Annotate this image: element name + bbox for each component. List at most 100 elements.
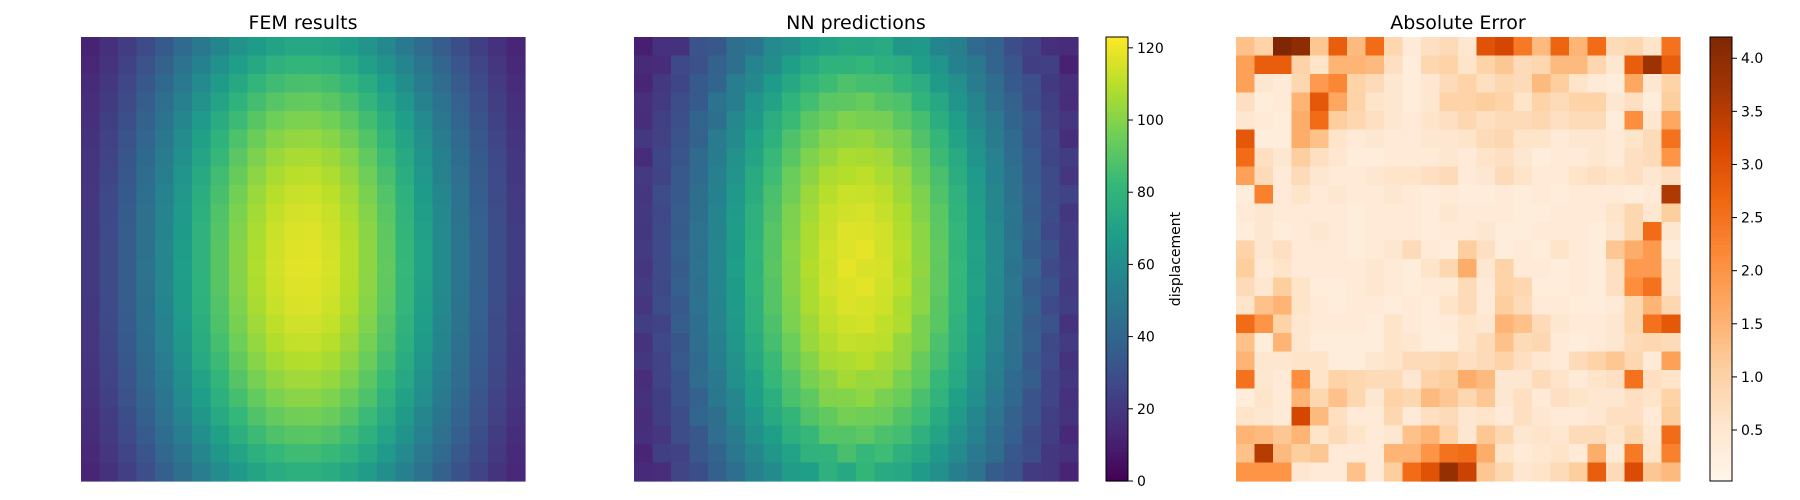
fem-cell (377, 37, 397, 57)
fem-cell (321, 222, 341, 242)
error-cell (1328, 277, 1348, 297)
error-cell (1328, 111, 1348, 131)
nn-cell (708, 185, 728, 205)
error-cell (1439, 240, 1459, 260)
nn-cell (893, 166, 913, 186)
fem-cell (340, 37, 360, 57)
fem-cell (469, 148, 489, 168)
fem-cell (303, 351, 323, 371)
error-cell (1384, 296, 1404, 316)
nn-cell (948, 314, 968, 334)
error-cell (1587, 370, 1607, 390)
error-cell (1347, 296, 1367, 316)
error-cell (1421, 314, 1441, 334)
nn-cell (652, 92, 672, 112)
fem-cell (99, 166, 119, 186)
error-cell (1421, 240, 1441, 260)
nn-cell (967, 148, 987, 168)
fem-cell (99, 333, 119, 353)
fem-cell (469, 92, 489, 112)
fem-cell (340, 444, 360, 464)
fem-cell (395, 37, 415, 57)
error-cell (1532, 333, 1552, 353)
error-cell (1587, 333, 1607, 353)
displacement-colorbar-gradient-band (1106, 236, 1128, 242)
fem-cell (229, 296, 249, 316)
fem-cell (284, 74, 304, 94)
nn-cell (671, 166, 691, 186)
error-cell (1661, 148, 1681, 168)
nn-cell (985, 148, 1005, 168)
error-cell (1328, 92, 1348, 112)
error-cell (1310, 296, 1330, 316)
error-cell (1587, 277, 1607, 297)
error-cell (1661, 407, 1681, 427)
error-cell (1624, 314, 1644, 334)
nn-cell (800, 148, 820, 168)
displacement-colorbar-gradient-band (1106, 244, 1128, 249)
nn-cell (837, 351, 857, 371)
nn-cell (634, 222, 654, 242)
error-cell (1569, 277, 1589, 297)
nn-cell (726, 37, 746, 57)
error-colorbar-gradient-band (1710, 384, 1732, 390)
nn-cell (948, 185, 968, 205)
error-cell (1624, 148, 1644, 168)
displacement-colorbar-gradient-band (1106, 373, 1128, 378)
fem-cell (414, 388, 434, 408)
error-cell (1569, 148, 1589, 168)
fem-cell (340, 370, 360, 390)
error-cell (1513, 314, 1533, 334)
nn-cell (1041, 92, 1061, 112)
error-cell (1458, 37, 1478, 57)
fem-cell (284, 55, 304, 75)
nn-cell (671, 185, 691, 205)
error-colorbar-gradient-band (1710, 255, 1732, 260)
error-cell (1254, 425, 1274, 445)
error-cell (1310, 351, 1330, 371)
nn-cell (652, 370, 672, 390)
error-cell (1513, 351, 1533, 371)
fem-cell (118, 333, 138, 353)
error-cell (1273, 351, 1293, 371)
error-cell (1569, 370, 1589, 390)
fem-cell (340, 185, 360, 205)
nn-cell (671, 351, 691, 371)
fem-cell (303, 222, 323, 242)
error-cell (1643, 240, 1663, 260)
error-colorbar-gradient-band (1710, 48, 1732, 53)
error-colorbar-tick-label: 3.5 (1741, 104, 1763, 120)
displacement-colorbar-gradient-band (1106, 366, 1128, 371)
fem-cell (395, 166, 415, 186)
nn-cell (911, 425, 931, 445)
nn-cell (782, 462, 802, 482)
nn-cell (726, 166, 746, 186)
error-cell (1402, 203, 1422, 223)
error-cell (1291, 166, 1311, 186)
error-cell (1421, 462, 1441, 482)
fem-cell (451, 37, 471, 57)
error-colorbar-gradient-band (1710, 477, 1732, 482)
displacement-colorbar-gradient-band (1106, 425, 1128, 430)
fem-cell (284, 185, 304, 205)
fem-cell (414, 37, 434, 57)
error-colorbar-gradient-band (1710, 85, 1732, 90)
fem-cell (155, 370, 175, 390)
fem-cell (340, 166, 360, 186)
nn-cell (726, 333, 746, 353)
error-cell (1587, 222, 1607, 242)
fem-cell (451, 259, 471, 279)
nn-cell (745, 222, 765, 242)
displacement-colorbar-gradient-band (1106, 37, 1128, 42)
fem-cell (469, 314, 489, 334)
fem-cell (99, 425, 119, 445)
error-colorbar-gradient-band (1710, 55, 1732, 60)
fem-cell (451, 333, 471, 353)
error-cell (1384, 370, 1404, 390)
fem-cell (210, 92, 230, 112)
nn-cell (948, 55, 968, 75)
error-cell (1495, 314, 1515, 334)
error-colorbar-gradient-band (1710, 77, 1732, 82)
nn-cell (1004, 351, 1024, 371)
nn-cell (1022, 55, 1042, 75)
